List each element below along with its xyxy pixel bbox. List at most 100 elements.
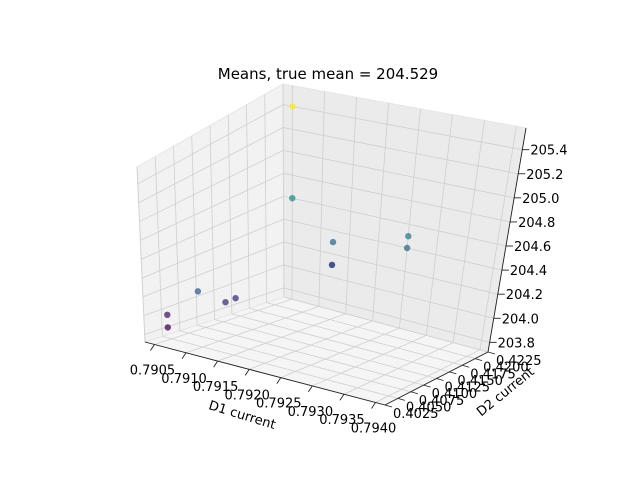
- z-tick-label: 204.8: [518, 216, 555, 231]
- z-tick-label: 204.4: [510, 264, 547, 279]
- data-point: [403, 244, 411, 252]
- y-tick: [462, 364, 470, 368]
- y-tick-label: 0.4100: [432, 387, 478, 402]
- z-grid-back: [283, 104, 523, 151]
- y-grid-floor: [197, 324, 424, 386]
- data-point: [328, 261, 336, 269]
- y-tick: [449, 371, 457, 375]
- z-grid-left: [137, 104, 284, 185]
- x-tick-label: 0.7940: [351, 422, 397, 437]
- data-point: [289, 195, 296, 202]
- data-point: [329, 238, 337, 246]
- y-grid-wall: [282, 83, 285, 298]
- x-grid-wall: [345, 97, 357, 314]
- z-tick-label: 205.2: [526, 168, 563, 183]
- z-grid-left: [141, 218, 284, 279]
- y-tick: [475, 358, 483, 362]
- y-tick-label: 0.4150: [457, 374, 503, 389]
- z-tick-label: 204.2: [506, 288, 543, 303]
- x-grid-wall: [318, 91, 325, 307]
- y-grid-wall: [136, 166, 146, 343]
- x-grid-wall: [372, 103, 389, 321]
- x-grid-wall: [399, 108, 421, 329]
- z-axis-line: [487, 127, 527, 353]
- y-grid-wall: [264, 94, 268, 303]
- data-points: [164, 103, 412, 331]
- x-tick: [307, 385, 313, 393]
- z-grid-back: [283, 264, 494, 319]
- y-grid-floor: [249, 307, 463, 366]
- data-point: [164, 324, 171, 331]
- y-tick: [436, 378, 444, 381]
- x-tick-label: 0.7925: [256, 397, 302, 412]
- x-tick: [339, 393, 345, 401]
- y-tick: [423, 384, 431, 388]
- x-grid-wall: [479, 126, 517, 350]
- x-grid-wall: [425, 114, 453, 336]
- x-tick-label: 0.7905: [130, 363, 176, 378]
- y-tick: [410, 391, 418, 395]
- y-grid-floor: [162, 335, 398, 399]
- data-point: [405, 233, 412, 240]
- y-tick: [397, 397, 405, 401]
- z-tick-label: 205.0: [522, 192, 559, 207]
- x-tick: [213, 360, 219, 368]
- y-tick-label: 0.4125: [445, 381, 491, 396]
- z-tick-label: 203.8: [498, 336, 535, 351]
- z-grid-back: [283, 241, 498, 295]
- z-tick-label: 205.4: [530, 144, 567, 159]
- left-pane: [136, 83, 285, 343]
- x-axis-line: [144, 341, 386, 406]
- y-grid-floor: [214, 319, 437, 379]
- x-tick: [276, 377, 282, 384]
- y-grid-floor: [266, 302, 476, 360]
- y-tick-label: 0.4200: [483, 361, 529, 376]
- z-grid-back: [283, 172, 511, 223]
- x-tick-label: 0.7915: [193, 380, 239, 395]
- z-grid-back: [283, 150, 515, 199]
- axis-lines: [144, 127, 530, 409]
- z-grid-back: [283, 218, 502, 271]
- z-grid-back: [283, 127, 519, 175]
- x-tick-label: 0.7920: [224, 388, 270, 403]
- y-tick: [384, 404, 393, 408]
- z-tick-label: 204.0: [502, 312, 539, 327]
- x-tick-label: 0.7910: [161, 372, 207, 387]
- x-tick-label: 0.7930: [288, 405, 334, 420]
- data-point: [194, 288, 202, 295]
- tick-labels: 0.79050.79100.79150.79200.79250.79300.79…: [130, 144, 568, 437]
- z-grid-left: [139, 150, 284, 222]
- z-grid-left: [140, 172, 284, 241]
- y-tick-label: 0.4050: [406, 400, 452, 415]
- x-tick: [181, 352, 187, 360]
- z-grid-back: [283, 195, 507, 247]
- z-grid-back: [283, 287, 490, 343]
- y-grid-wall: [173, 146, 181, 331]
- z-grid-left: [141, 195, 284, 260]
- x-grid-wall: [291, 85, 293, 300]
- y-tick-label: 0.4225: [496, 354, 542, 369]
- x-grid-wall: [452, 120, 485, 343]
- y-grid-wall: [154, 156, 163, 337]
- y-grid-wall: [246, 104, 250, 309]
- y-grid-wall: [227, 115, 233, 314]
- y-tick: [487, 351, 496, 355]
- data-point: [164, 311, 171, 318]
- chart-title: Means, true mean = 204.529: [218, 65, 438, 83]
- y-grid-wall: [209, 125, 215, 320]
- y-tick-label: 0.4075: [419, 394, 465, 409]
- x-tick: [150, 344, 155, 351]
- grid-lines: [136, 83, 523, 406]
- y-grid-floor: [179, 330, 411, 393]
- y-tick-label: 0.4025: [393, 407, 439, 422]
- data-point: [232, 295, 239, 302]
- z-tick-label: 204.6: [514, 240, 551, 255]
- z-grid-left: [138, 127, 284, 204]
- x-tick: [244, 369, 250, 376]
- y-tick-label: 0.4175: [470, 367, 516, 382]
- x-tick-label: 0.7935: [319, 413, 365, 428]
- data-point: [222, 299, 229, 306]
- y-grid-floor: [283, 296, 489, 353]
- y-grid-floor: [231, 313, 450, 373]
